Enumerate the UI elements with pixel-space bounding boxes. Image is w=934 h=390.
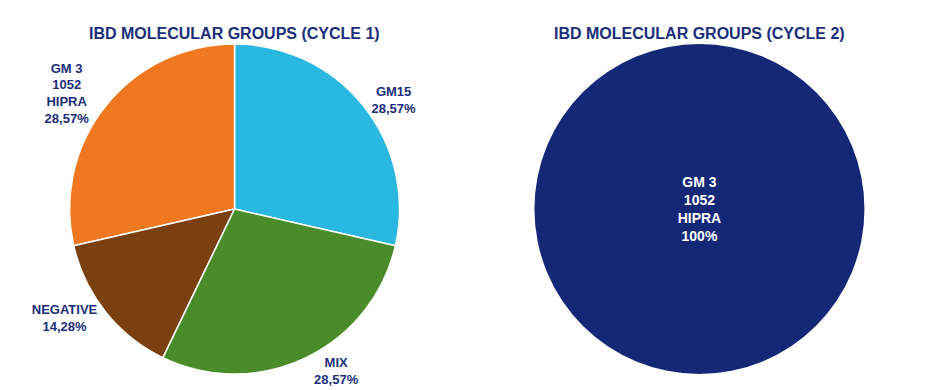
svg-text:MIX28,57%: MIX28,57% — [314, 355, 359, 387]
svg-text:GM1528,57%: GM1528,57% — [372, 84, 417, 116]
svg-text:IBD MOLECULAR GROUPS (CYCLE 1): IBD MOLECULAR GROUPS (CYCLE 1) — [89, 25, 380, 42]
svg-text:GM 31052HIPRA100%: GM 31052HIPRA100% — [678, 174, 722, 245]
svg-text:GM 31052HIPRA28,57%: GM 31052HIPRA28,57% — [45, 61, 90, 127]
svg-text:IBD MOLECULAR GROUPS (CYCLE 2): IBD MOLECULAR GROUPS (CYCLE 2) — [554, 25, 845, 42]
svg-text:NEGATIVE14,28%: NEGATIVE14,28% — [32, 302, 98, 334]
